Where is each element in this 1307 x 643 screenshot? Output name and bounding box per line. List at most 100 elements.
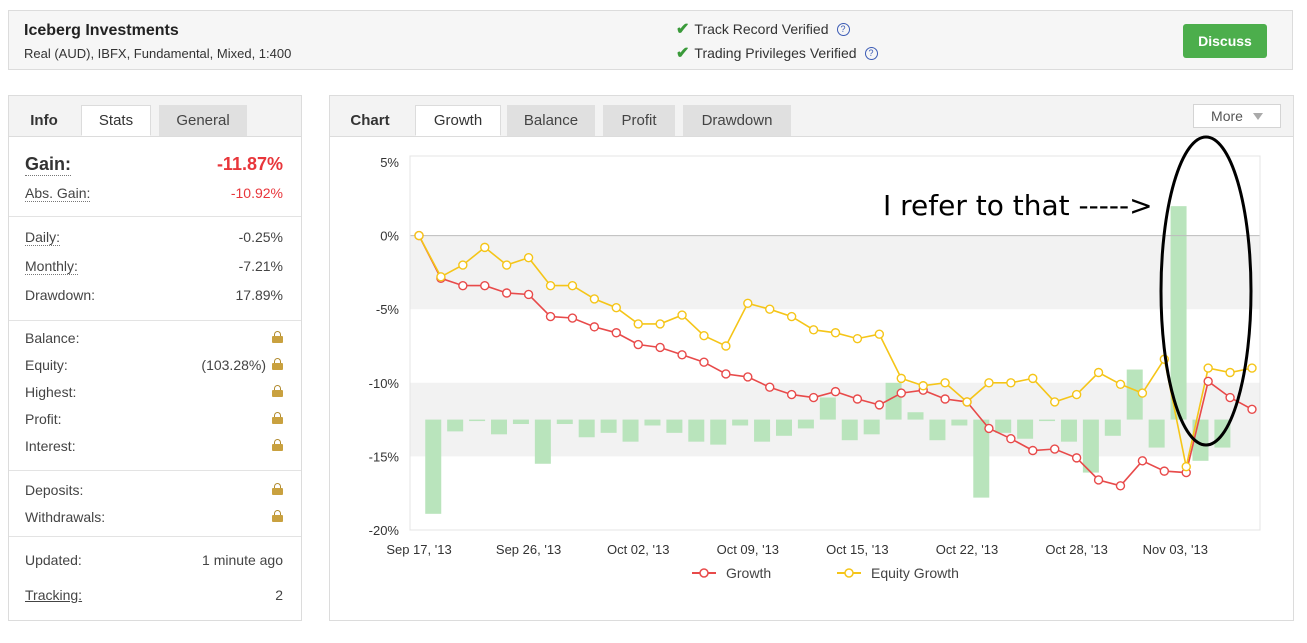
y-tick-label: -20% bbox=[369, 523, 400, 538]
daily-bar bbox=[556, 419, 573, 425]
annotation-text: I refer to that -----> bbox=[883, 189, 1153, 222]
deposits-row: Deposits: bbox=[25, 482, 283, 498]
growth-point bbox=[1050, 444, 1060, 454]
chart-panel: Chart Growth Balance Profit Drawdown Mor… bbox=[329, 95, 1294, 621]
help-icon[interactable]: ? bbox=[864, 46, 878, 60]
growth-point bbox=[1006, 434, 1016, 444]
equity-growth-point bbox=[1247, 363, 1257, 373]
x-tick-label: Sep 26, '13 bbox=[496, 542, 561, 557]
growth-legend-marker bbox=[692, 568, 716, 578]
equity-growth-point bbox=[523, 252, 534, 263]
legend-growth[interactable]: Growth bbox=[690, 565, 771, 581]
equity-growth-point bbox=[567, 280, 578, 291]
interest-label: Interest: bbox=[25, 438, 76, 454]
checkmark-icon: ✔ bbox=[676, 45, 690, 62]
transfers-section: Deposits: Withdrawals: bbox=[9, 470, 301, 537]
equity-growth-point bbox=[1071, 389, 1082, 400]
tab-drawdown[interactable]: Drawdown bbox=[683, 105, 791, 136]
equity-growth-point bbox=[1115, 379, 1126, 389]
equity-growth-point bbox=[786, 311, 797, 322]
growth-point bbox=[896, 388, 906, 398]
tab-growth[interactable]: Growth bbox=[415, 105, 501, 136]
growth-point bbox=[1071, 453, 1082, 463]
growth-point bbox=[545, 311, 556, 322]
daily-bar bbox=[841, 419, 858, 441]
equity-growth-point bbox=[633, 319, 643, 329]
daily-bar bbox=[622, 419, 639, 442]
daily-bar bbox=[534, 419, 551, 464]
daily-bar bbox=[797, 419, 814, 429]
monthly-value: -7.21% bbox=[238, 258, 283, 274]
abs-gain-label[interactable]: Abs. Gain: bbox=[25, 185, 91, 202]
equity-growth-point bbox=[677, 310, 687, 320]
updated-value: 1 minute ago bbox=[202, 552, 283, 568]
profit-label: Profit: bbox=[25, 411, 62, 427]
more-label: More bbox=[1211, 108, 1243, 124]
equity-growth-point bbox=[1203, 363, 1213, 373]
dropdown-arrow-icon bbox=[1252, 112, 1263, 120]
daily-bar bbox=[491, 419, 508, 435]
account-header: Iceberg Investments Real (AUD), IBFX, Fu… bbox=[8, 10, 1293, 70]
daily-bar bbox=[907, 412, 924, 420]
trading-privileges-label: Trading Privileges Verified bbox=[694, 45, 857, 61]
tab-general[interactable]: General bbox=[159, 105, 247, 136]
growth-point bbox=[984, 423, 994, 434]
daily-bar bbox=[469, 419, 486, 422]
daily-bar bbox=[1104, 419, 1121, 436]
y-tick-label: 0% bbox=[380, 229, 399, 244]
x-tick-label: Oct 02, '13 bbox=[607, 542, 669, 557]
more-dropdown[interactable]: More bbox=[1193, 104, 1281, 128]
balance-label: Balance: bbox=[25, 330, 80, 346]
daily-bar bbox=[929, 419, 946, 441]
equity-growth-point bbox=[1050, 397, 1060, 407]
growth-point bbox=[743, 372, 753, 382]
x-tick-label: Nov 03, '13 bbox=[1143, 542, 1208, 557]
daily-bar bbox=[512, 419, 529, 425]
gain-row: Gain: -11.87% bbox=[25, 154, 283, 176]
tab-profit[interactable]: Profit bbox=[603, 105, 675, 136]
daily-bar bbox=[1017, 419, 1034, 439]
monthly-label[interactable]: Monthly: bbox=[25, 258, 78, 275]
equity-growth-point bbox=[962, 397, 972, 407]
discuss-button[interactable]: Discuss bbox=[1183, 24, 1267, 58]
daily-bar bbox=[973, 419, 990, 498]
legend-equity-growth[interactable]: Equity Growth bbox=[835, 565, 959, 581]
daily-bar bbox=[1148, 419, 1165, 448]
growth-point bbox=[501, 288, 512, 298]
balance-row: Balance: bbox=[25, 330, 283, 346]
growth-point bbox=[830, 386, 841, 397]
highest-row: Highest: bbox=[25, 384, 283, 400]
x-tick-label: Oct 22, '13 bbox=[936, 542, 998, 557]
tracking-link[interactable]: Tracking: bbox=[25, 587, 83, 603]
growth-point bbox=[677, 350, 687, 360]
tab-stats[interactable]: Stats bbox=[81, 105, 151, 136]
daily-bar bbox=[447, 419, 464, 432]
drawdown-row: Drawdown: 17.89% bbox=[25, 287, 283, 303]
daily-bar bbox=[578, 419, 595, 438]
equity-growth-point bbox=[721, 341, 731, 351]
tracking-value: 2 bbox=[275, 587, 283, 603]
equity-growth-point bbox=[808, 325, 819, 335]
stats-tabstrip: Info Stats General bbox=[9, 96, 301, 137]
y-tick-label: -15% bbox=[369, 449, 400, 464]
growth-point bbox=[523, 289, 534, 300]
gain-value: -11.87% bbox=[216, 154, 283, 174]
equity-growth-point bbox=[940, 378, 950, 388]
help-icon[interactable]: ? bbox=[836, 22, 850, 36]
equity-label: Equity: bbox=[25, 357, 68, 373]
daily-bar bbox=[688, 419, 705, 442]
daily-bar bbox=[666, 419, 683, 433]
equity-growth-point bbox=[743, 298, 753, 309]
gain-label[interactable]: Gain: bbox=[25, 154, 72, 176]
daily-label[interactable]: Daily: bbox=[25, 229, 61, 246]
daily-bar bbox=[995, 419, 1012, 433]
equity-growth-point bbox=[830, 328, 841, 338]
annotation-ellipse bbox=[1159, 135, 1253, 447]
lock-icon bbox=[272, 331, 283, 343]
equity-growth-point bbox=[1028, 373, 1038, 384]
account-name[interactable]: Iceberg Investments bbox=[24, 22, 179, 39]
equity-growth-point bbox=[501, 260, 512, 270]
daily-bar bbox=[600, 419, 617, 433]
growth-point bbox=[765, 382, 775, 392]
tab-balance[interactable]: Balance bbox=[507, 105, 595, 136]
